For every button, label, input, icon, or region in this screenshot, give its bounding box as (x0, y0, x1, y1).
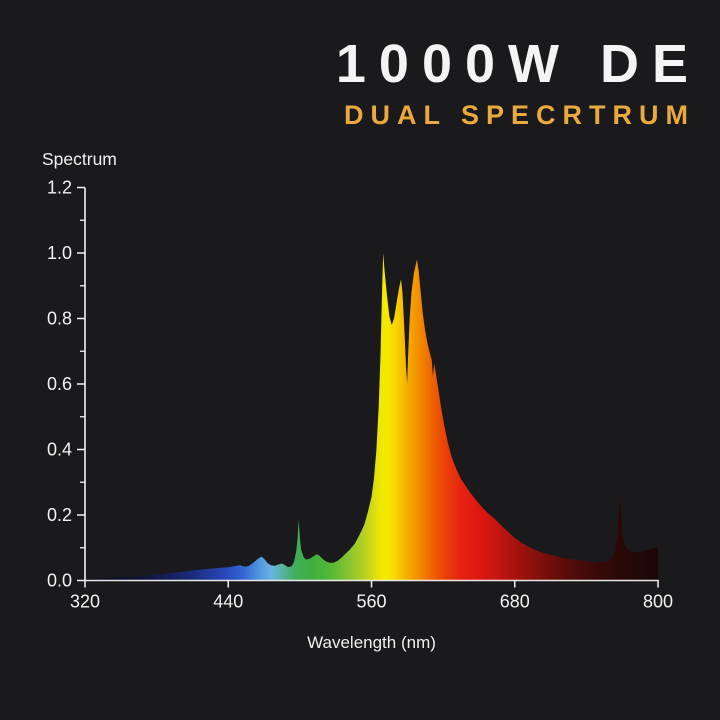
y-tick-label: 0.2 (47, 505, 72, 525)
y-tick-label: 0.0 (47, 571, 72, 591)
x-tick-label: 560 (356, 592, 386, 612)
y-tick-label: 0.8 (47, 309, 72, 329)
x-tick-label: 320 (70, 592, 100, 612)
x-tick-label: 440 (213, 592, 243, 612)
product-subtitle: DUAL SPECRTRUM (343, 99, 695, 130)
title-block: 1000W DE DUAL SPECRTRUM (336, 36, 688, 131)
y-axis-title: Spectrum (42, 149, 117, 169)
x-tick-label: 800 (643, 592, 673, 612)
y-tick-label: 1.0 (47, 243, 72, 263)
y-tick-label: 0.4 (47, 440, 72, 460)
spectrum-area-fill (85, 253, 658, 581)
product-title: 1000W DE (335, 34, 701, 94)
y-tick-label: 1.2 (47, 178, 72, 198)
x-tick-label: 680 (500, 592, 530, 612)
y-tick-label: 0.6 (47, 374, 72, 394)
x-axis-title: Wavelength (nm) (307, 633, 436, 652)
